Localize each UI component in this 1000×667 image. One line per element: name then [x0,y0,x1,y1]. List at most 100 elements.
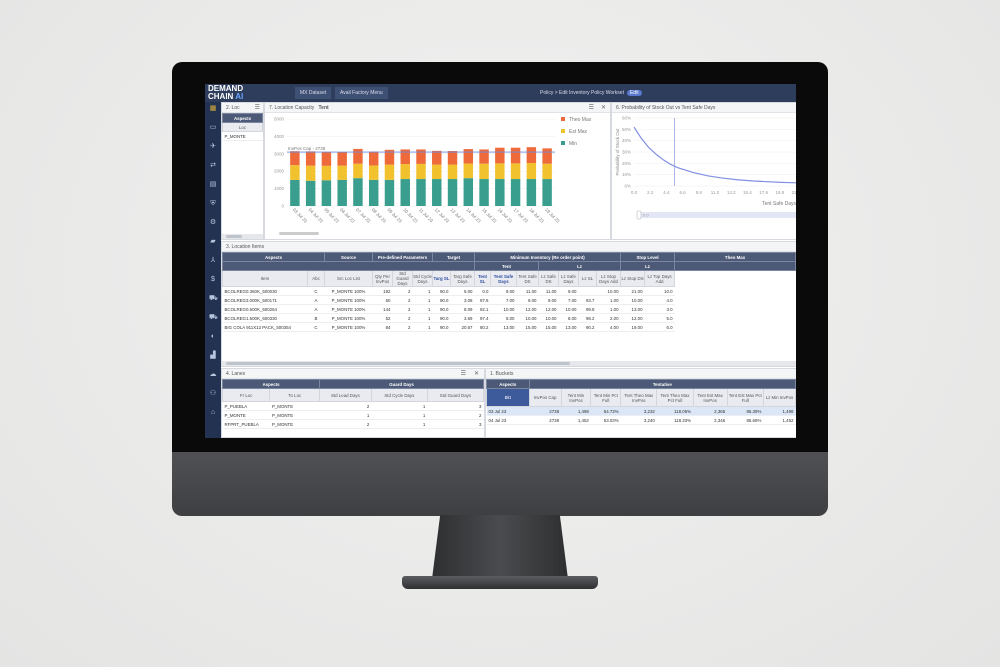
bar-min[interactable] [463,178,474,206]
bar-theo-max[interactable] [368,151,379,166]
legend-label[interactable]: Est Max [569,129,588,135]
column-header[interactable]: Lz Safe DS [538,270,559,287]
bar-est-max[interactable] [416,163,426,180]
table-row[interactable]: BCOLREG1.500K_500330 B P_MONTE 100% 52 2 1 90.… [222,313,796,323]
bar-min[interactable] [479,179,489,206]
table-row[interactable]: RFPRT_PUEBLA P_MONTE 2 1 3 [222,419,484,429]
chart-scrollbar[interactable] [279,232,319,235]
bar-est-max[interactable] [479,163,489,180]
column-header[interactable]: Std Lead Days [319,388,372,402]
shield-icon[interactable]: ⛨ [210,200,216,207]
bar-min[interactable] [447,179,458,206]
column-header[interactable]: Fr Loc [222,388,271,402]
bar-theo-max[interactable] [290,151,300,166]
legend-label[interactable]: Theo Max [569,117,592,123]
bar-min[interactable] [384,179,395,206]
bar-est-max[interactable] [432,164,442,180]
bar-est-max[interactable] [542,163,552,180]
slider-handle[interactable] [636,210,642,220]
column-header[interactable]: Lz Stop DS [620,270,646,287]
bar-theo-max[interactable] [353,148,363,164]
bar-theo-max[interactable] [526,147,537,164]
cart-icon[interactable]: ⛟ [209,295,218,302]
menu-icon[interactable]: ☰ [254,105,260,111]
gear-icon[interactable]: ⚙ [209,219,217,226]
column-header[interactable]: Lz Min InvPos [762,388,796,407]
close-icon[interactable]: ✕ [600,105,606,111]
table-row[interactable]: 04 Jul 23 2738 1,452 53.03% 3,240 118.33% 2,34… [486,415,796,425]
column-header[interactable]: Targ Safe Days [450,270,475,287]
column-header[interactable]: Lz Stop Days Add [595,270,622,287]
avail-factory-menu-button[interactable]: Avail Factory Menu [335,87,388,99]
column-header[interactable]: Tent Est Max Pct Full [726,388,764,407]
column-header[interactable]: Lz Safe Days [558,270,579,287]
bar-min[interactable] [305,180,316,206]
home-icon[interactable]: ⌂ [210,409,216,416]
column-header[interactable]: Item [222,270,308,287]
folder-icon[interactable]: ▰ [210,238,216,245]
column-header[interactable]: Tent Min InvPos [560,388,592,407]
bar-min[interactable] [432,179,442,206]
bar-min[interactable] [290,179,300,206]
column-header[interactable]: Src Loc List [324,270,373,287]
bar-theo-max[interactable] [384,149,395,165]
horizontal-scrollbar[interactable] [222,234,263,239]
column-header[interactable]: Tent Safe DS [516,270,539,287]
column-header[interactable]: Std Guard Days [392,270,413,287]
column-header[interactable]: Std Cycle Days [412,270,433,287]
column-header[interactable]: Tent Safe Days [490,270,517,287]
dollar-icon[interactable]: $ [211,276,215,283]
bar-theo-max[interactable] [321,151,332,166]
bar-min[interactable] [416,179,426,206]
table-row[interactable]: 03 Jul 23 2738 1,498 54.73% 3,232 118.05% 2,36… [486,406,796,416]
bar-theo-max[interactable] [400,149,410,165]
table-row[interactable]: BCOLREG0.360K_500030 C P_MONTE 100% 192 2 1 90… [222,286,796,296]
bar-theo-max[interactable] [510,147,521,164]
table-row[interactable]: BCOLREG3.000K_500171 A P_MONTE 100% 60 2 1 90.… [222,295,796,305]
column-header[interactable]: Abc [307,270,325,287]
truck-icon[interactable]: ⛟ [209,314,218,321]
dashboard-icon[interactable]: ▦ [209,105,217,112]
network-icon[interactable]: ⇄ [210,162,216,169]
mx-dataset-button[interactable]: MX Dataset [295,87,332,99]
bar-theo-max[interactable] [542,148,552,164]
bar-est-max[interactable] [384,164,395,180]
chart-icon[interactable]: ▟ [210,352,216,359]
loc-row[interactable]: P_MONTE [222,131,263,141]
table-row[interactable]: BIG COLA 911X12 PACK_500354 C P_MONTE 100%… [222,322,796,332]
bar-est-max[interactable] [321,165,332,181]
bar-theo-max[interactable] [416,149,426,164]
bar-theo-max[interactable] [432,150,442,165]
legend-label[interactable]: Min [569,141,577,147]
menu-icon[interactable]: ☰ [588,105,594,111]
bar-est-max[interactable] [368,165,379,180]
bar-est-max[interactable] [353,163,363,179]
bar-est-max[interactable] [447,164,458,180]
column-header[interactable]: Std Cycle Days [370,388,428,402]
bar-est-max[interactable] [526,163,537,180]
column-header[interactable]: Tent Min Pct Full [590,388,622,407]
column-header[interactable]: Lz Top Days Add [644,270,676,287]
column-header[interactable]: InvPos Cap [528,388,562,407]
bar-est-max[interactable] [400,164,410,180]
users-icon[interactable]: ⚇ [209,390,217,397]
loc-header[interactable]: Loc [222,122,263,132]
cloud-icon[interactable]: ☁ [209,371,217,378]
bar-min[interactable] [337,179,347,206]
bar-min[interactable] [321,180,332,206]
column-header[interactable]: Targ SL [432,270,451,287]
hierarchy-icon[interactable]: ⅄ [210,257,216,264]
bar-theo-max[interactable] [463,149,474,164]
column-header[interactable]: Lz SL [578,270,597,287]
column-header[interactable]: Std Guard Days [426,388,484,402]
column-header[interactable]: Tent SL [474,270,491,287]
plane-icon[interactable]: ✈ [210,143,216,150]
calendar-icon[interactable]: ▤ [209,181,217,188]
bar-est-max[interactable] [290,165,300,180]
bar-min[interactable] [353,178,363,206]
column-header[interactable]: Tent Theo Max InvPos [620,388,658,407]
bar-min[interactable] [542,179,552,206]
bar-theo-max[interactable] [479,149,489,164]
list-icon[interactable]: ▭ [209,124,217,131]
horizontal-scrollbar[interactable] [222,361,796,366]
